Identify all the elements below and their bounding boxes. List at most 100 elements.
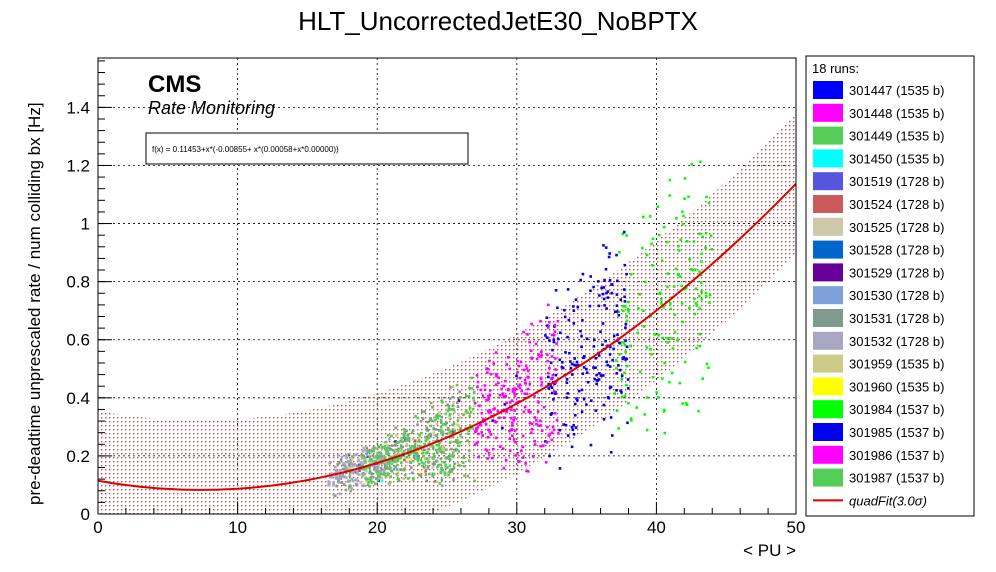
- data-point: [440, 467, 443, 470]
- data-point: [412, 476, 415, 480]
- data-point: [438, 429, 441, 432]
- data-point: [405, 429, 408, 433]
- data-point: [607, 396, 611, 400]
- data-point: [385, 446, 388, 450]
- data-point: [451, 467, 454, 471]
- data-point: [626, 300, 630, 304]
- data-point: [625, 319, 629, 322]
- data-point: [524, 462, 527, 465]
- data-point: [655, 391, 658, 394]
- y-axis-label: pre-deadtime unprescaled rate / num coll…: [25, 102, 44, 505]
- data-point: [608, 365, 612, 368]
- legend-entry-label: 301959 (1535 b): [849, 357, 944, 372]
- data-point: [388, 447, 391, 450]
- data-point: [392, 458, 396, 462]
- cms-label: CMS: [148, 71, 201, 98]
- data-point: [452, 478, 455, 481]
- data-point: [403, 473, 407, 477]
- legend-swatch: [813, 103, 843, 122]
- data-point: [336, 463, 340, 466]
- data-point: [636, 331, 639, 335]
- data-point: [695, 346, 698, 350]
- data-point: [590, 399, 593, 402]
- data-point: [527, 376, 530, 379]
- data-point: [493, 419, 497, 423]
- data-point: [497, 381, 500, 385]
- data-point: [676, 338, 679, 342]
- data-point: [699, 160, 702, 164]
- data-point: [597, 304, 601, 308]
- data-point: [327, 480, 330, 483]
- data-point: [431, 472, 435, 475]
- data-point: [700, 298, 704, 301]
- data-point: [353, 453, 356, 457]
- data-point: [471, 408, 475, 411]
- data-point: [626, 421, 629, 425]
- data-point: [357, 473, 361, 476]
- data-point: [337, 479, 340, 482]
- data-point: [526, 387, 530, 391]
- data-point: [690, 268, 693, 271]
- data-point: [694, 287, 698, 290]
- data-point: [504, 379, 507, 383]
- data-point: [524, 364, 528, 367]
- data-point: [454, 449, 457, 452]
- data-point: [666, 341, 669, 344]
- data-point: [600, 286, 603, 290]
- legend-swatch: [813, 172, 843, 191]
- legend-swatch: [813, 377, 843, 396]
- data-point: [431, 445, 435, 448]
- data-point: [334, 474, 338, 478]
- data-point: [438, 482, 442, 485]
- data-point: [623, 300, 627, 303]
- data-point: [570, 425, 574, 429]
- data-point: [475, 427, 478, 430]
- data-point: [452, 466, 456, 469]
- data-point: [387, 453, 390, 456]
- data-point: [476, 440, 480, 444]
- data-point: [435, 443, 439, 447]
- data-point: [421, 417, 425, 420]
- data-point: [438, 411, 441, 414]
- data-point: [396, 447, 400, 451]
- data-point: [710, 248, 714, 251]
- data-point: [514, 454, 518, 457]
- data-point: [670, 337, 673, 340]
- data-point: [486, 398, 490, 402]
- data-point: [530, 357, 534, 360]
- data-point: [449, 412, 453, 416]
- data-point: [359, 462, 363, 466]
- data-point: [483, 388, 487, 392]
- legend-entry-label: 301447 (1535 b): [849, 83, 944, 98]
- data-point: [376, 467, 380, 470]
- data-point: [547, 326, 550, 329]
- data-point: [440, 478, 444, 482]
- data-point: [343, 464, 347, 467]
- data-point: [414, 446, 418, 450]
- data-point: [575, 360, 579, 364]
- data-point: [386, 471, 389, 475]
- x-tick-label: 0: [93, 518, 102, 537]
- data-point: [439, 428, 443, 432]
- legend-entry-label: 301529 (1728 b): [849, 265, 944, 280]
- data-point: [432, 431, 435, 434]
- data-point: [661, 377, 664, 380]
- data-point: [598, 372, 601, 375]
- data-point: [554, 368, 557, 371]
- data-point: [394, 454, 398, 458]
- data-point: [436, 416, 439, 419]
- data-point: [681, 320, 684, 324]
- data-point: [350, 462, 354, 466]
- data-point: [553, 330, 557, 333]
- data-point: [507, 356, 510, 359]
- data-point: [371, 475, 375, 479]
- data-point: [431, 440, 435, 443]
- data-point: [458, 390, 461, 394]
- data-point: [492, 362, 495, 365]
- data-point: [684, 402, 688, 405]
- data-point: [615, 366, 618, 370]
- data-point: [380, 455, 383, 458]
- data-point: [447, 457, 450, 460]
- data-point: [577, 389, 581, 393]
